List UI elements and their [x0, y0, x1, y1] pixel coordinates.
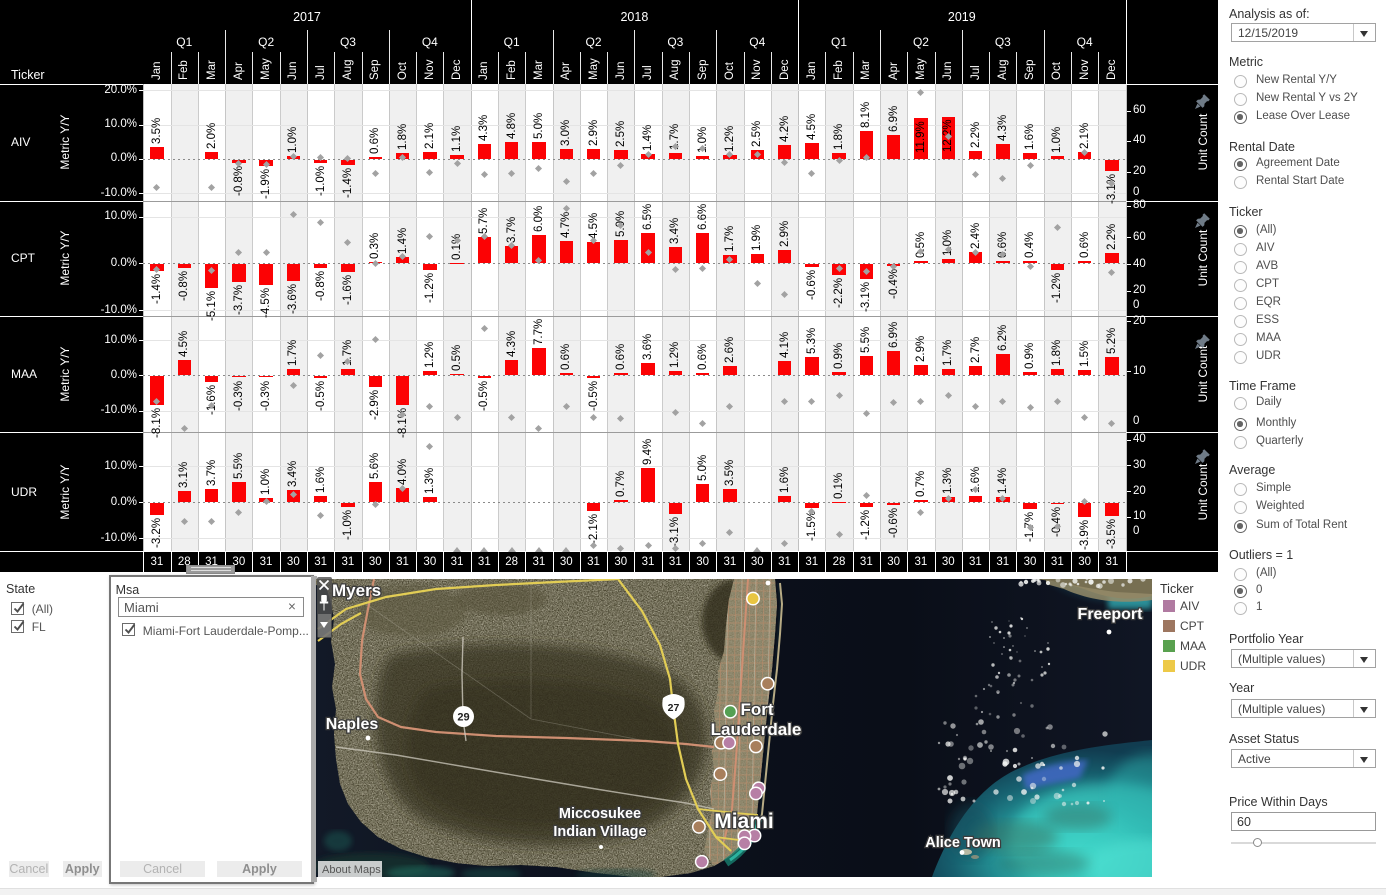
- svg-text:Indian Village: Indian Village: [553, 824, 646, 840]
- svg-text:Myers: Myers: [332, 581, 381, 600]
- svg-text:Miccosukee: Miccosukee: [559, 806, 641, 822]
- svg-text:Alice Town: Alice Town: [925, 835, 1000, 851]
- svg-text:About Maps: About Maps: [322, 864, 381, 876]
- svg-text:29: 29: [457, 712, 469, 724]
- svg-text:Freeport: Freeport: [1078, 606, 1144, 623]
- svg-text:Fort: Fort: [740, 700, 773, 719]
- svg-text:Naples: Naples: [326, 716, 379, 733]
- svg-text:Lauderdale: Lauderdale: [711, 720, 802, 739]
- svg-text:27: 27: [668, 702, 680, 714]
